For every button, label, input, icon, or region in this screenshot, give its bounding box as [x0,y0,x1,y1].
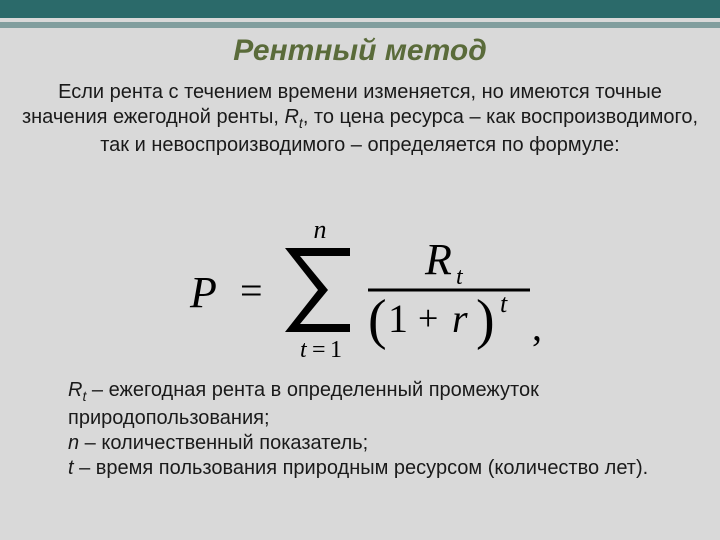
den-plus: + [418,298,438,338]
intro-text: Если рента с течением времени изменяется… [18,80,702,158]
formula-P: P [189,268,217,317]
formula-group: P = n t = 1 R t ( 1 + r ) t , [189,215,542,362]
legend-Rt-text: – ежегодная рента в определенный промежу… [68,379,539,429]
den-rp: ) [476,289,495,351]
header-bar [0,0,720,18]
formula-comma: , [532,304,542,349]
legend-t-text: – время пользования природным ресурсом (… [74,457,649,479]
page-title: Рентный метод [0,34,720,68]
legend-line-n: n – количественный показатель; [68,431,680,456]
legend-n-var: n [68,432,79,454]
den-exp: t [500,289,508,318]
sigma-upper: n [314,215,327,244]
den-1: 1 [388,296,408,341]
header-accent [0,22,720,28]
formula: P = n t = 1 R t ( 1 + r ) t , [0,212,720,367]
legend-line-Rt: Rt – ежегодная рента в определенный пром… [68,378,680,431]
den-lp: ( [368,289,387,351]
sigma-lower-t: t [300,337,308,362]
sigma-lower-eq: = [312,337,326,362]
numer-t: t [456,264,464,290]
formula-eq: = [240,268,263,313]
den-r: r [452,296,468,341]
sigma-lower-1: 1 [330,337,342,362]
legend: Rt – ежегодная рента в определенный пром… [68,378,680,481]
legend-n-text: – количественный показатель; [79,432,368,454]
formula-svg: P = n t = 1 R t ( 1 + r ) t , [150,212,570,362]
numer-R: R [424,235,452,284]
sigma-symbol [285,248,350,332]
legend-line-t: t – время пользования природным ресурсом… [68,456,680,481]
legend-Rt-var: R [68,379,82,401]
intro-var-R: R [284,106,298,128]
